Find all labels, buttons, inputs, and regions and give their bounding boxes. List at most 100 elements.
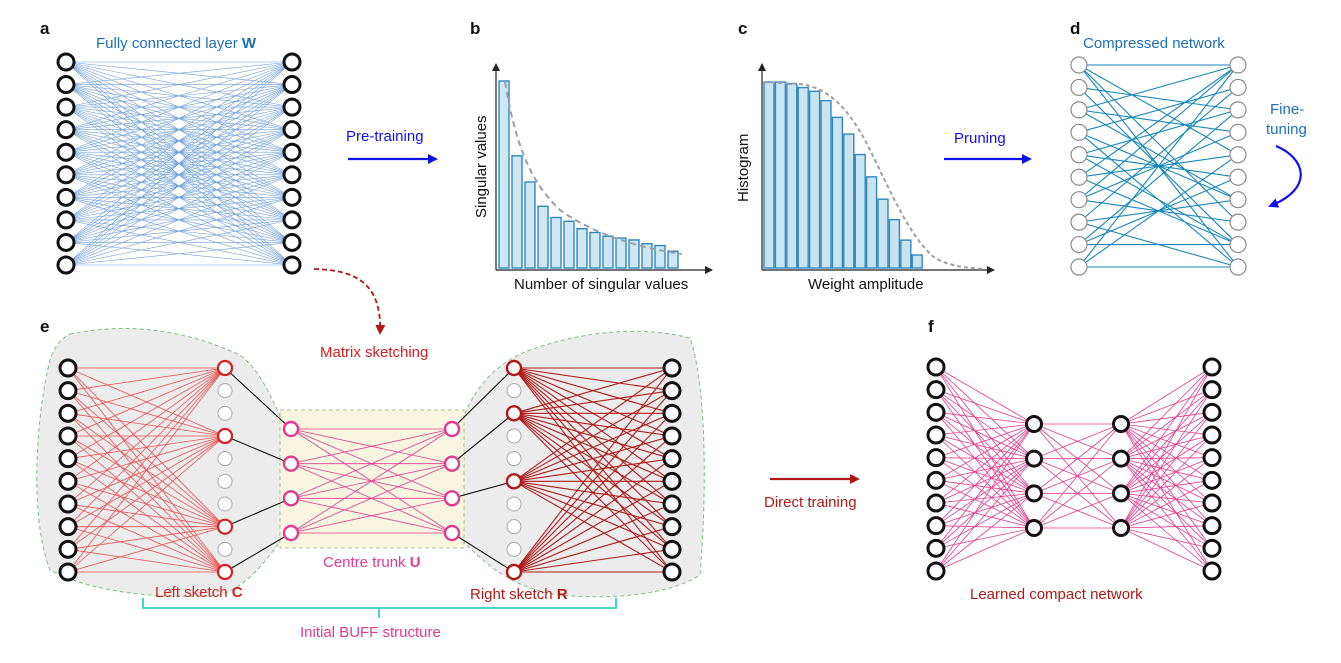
finetune-arrow: [1268, 144, 1302, 208]
compact-edge: [935, 525, 1035, 529]
right-sketch-label: Right sketch R: [470, 586, 568, 603]
compact-edge: [1033, 458, 1122, 529]
compact-edge: [935, 389, 1035, 425]
compact-edge: [935, 527, 1035, 572]
compact-edge: [1120, 366, 1213, 494]
left-sketch-edge: [67, 435, 226, 573]
neuron-node: [56, 142, 76, 162]
compact-edge: [1120, 479, 1213, 494]
right-sketch-edge: [513, 480, 673, 573]
right-sketch-bold: R: [557, 586, 568, 603]
neuron-node: [926, 538, 946, 558]
trunk-to-sketch-edge: [451, 367, 515, 430]
weight-histogram-bar: [854, 153, 866, 269]
compact-edge: [1033, 423, 1122, 494]
neuron-node: [1070, 191, 1088, 209]
neuron-node: [56, 75, 76, 95]
compact-edge: [1120, 366, 1213, 425]
fc-edge: [65, 106, 293, 266]
neuron-node: [282, 120, 302, 140]
fc-edge: [65, 197, 293, 266]
left-sketch-edge: [67, 367, 226, 392]
compact-edge: [935, 423, 1035, 504]
right-sketch-edge: [513, 367, 673, 414]
neuron-node: [282, 232, 302, 252]
compact-edge: [1033, 492, 1122, 529]
compact-edge: [1120, 389, 1213, 425]
neuron-node: [1229, 168, 1247, 186]
weight-histogram-bar: [763, 81, 775, 269]
sketch-to-trunk-edge: [224, 497, 292, 528]
trunk-node: [443, 490, 461, 507]
singular-value-bar: [576, 228, 588, 269]
neuron-node: [58, 539, 78, 559]
compact-edge: [1120, 457, 1213, 529]
neuron-node: [926, 357, 946, 377]
neuron-node: [56, 187, 76, 207]
matrix-sketching-arrow: [313, 268, 386, 335]
compact-edge: [935, 458, 1035, 504]
compact-edge: [935, 457, 1035, 529]
fc-edge: [65, 61, 293, 221]
hidden-node: [1025, 449, 1043, 468]
compact-edge: [1120, 458, 1213, 549]
compact-edge: [935, 434, 1035, 529]
sketch-to-trunk-edge: [224, 435, 292, 465]
compact-edge: [1120, 458, 1213, 481]
pruned-edge: [1078, 87, 1239, 223]
neuron-node: [662, 381, 682, 401]
hidden-node: [1112, 519, 1130, 537]
neuron-node: [1070, 258, 1088, 276]
neuron-node: [58, 517, 78, 537]
fc-edge: [65, 242, 293, 266]
right-sketch-edge: [513, 412, 673, 482]
right-sketch-prefix: Right sketch: [470, 586, 557, 603]
panel-a-title-prefix: Fully connected layer: [96, 35, 242, 52]
neuron-node: [56, 232, 76, 252]
panel-d-title: Compressed network: [1083, 35, 1225, 52]
right-sketch-edge: [513, 526, 673, 573]
weight-histogram-bar: [911, 254, 923, 269]
trunk-edge: [290, 428, 453, 534]
compact-edge: [935, 458, 1035, 481]
singular-value-bar: [563, 220, 575, 269]
compact-edge: [1120, 527, 1213, 549]
pruned-edge: [1078, 86, 1239, 133]
neuron-node: [662, 358, 682, 378]
right-sketch-edge: [513, 435, 673, 482]
neuron-node: [1202, 380, 1222, 400]
compact-edge: [1120, 492, 1213, 527]
compact-edge: [1120, 493, 1213, 572]
fc-edge: [65, 174, 293, 266]
neuron-node: [1070, 78, 1088, 97]
compact-edge: [935, 411, 1035, 460]
neuron-node: [1202, 357, 1222, 377]
neuron-node: [1202, 561, 1222, 581]
compact-edge: [935, 479, 1035, 494]
network-edges: [65, 61, 1239, 573]
compact-edge: [1120, 389, 1213, 494]
neuron-node: [1202, 493, 1222, 513]
left-sketch-edge: [67, 367, 226, 527]
compact-edge: [1120, 423, 1213, 549]
fc-edge: [65, 219, 293, 266]
right-sketch-region: [461, 330, 705, 598]
weight-histogram-bar: [774, 81, 787, 269]
centre-trunk-label: Centre trunk U: [323, 554, 421, 571]
pruned-edge: [1078, 131, 1239, 201]
left-sketch-edge: [67, 390, 226, 573]
neuron-node: [926, 425, 946, 445]
neuron-node: [282, 142, 302, 162]
fc-edge: [65, 61, 293, 243]
right-sketch-edge: [513, 367, 673, 482]
compact-edge: [1120, 411, 1213, 425]
compact-edge: [1120, 412, 1213, 494]
left-sketch-node: [216, 563, 234, 581]
left-sketch-label: Left sketch C: [155, 584, 243, 601]
left-sketch-edge: [67, 367, 226, 437]
singular-value-bar: [550, 216, 562, 269]
left-sketch-edge: [67, 480, 226, 573]
inactive-node: [506, 428, 522, 444]
fc-edge: [65, 61, 293, 198]
